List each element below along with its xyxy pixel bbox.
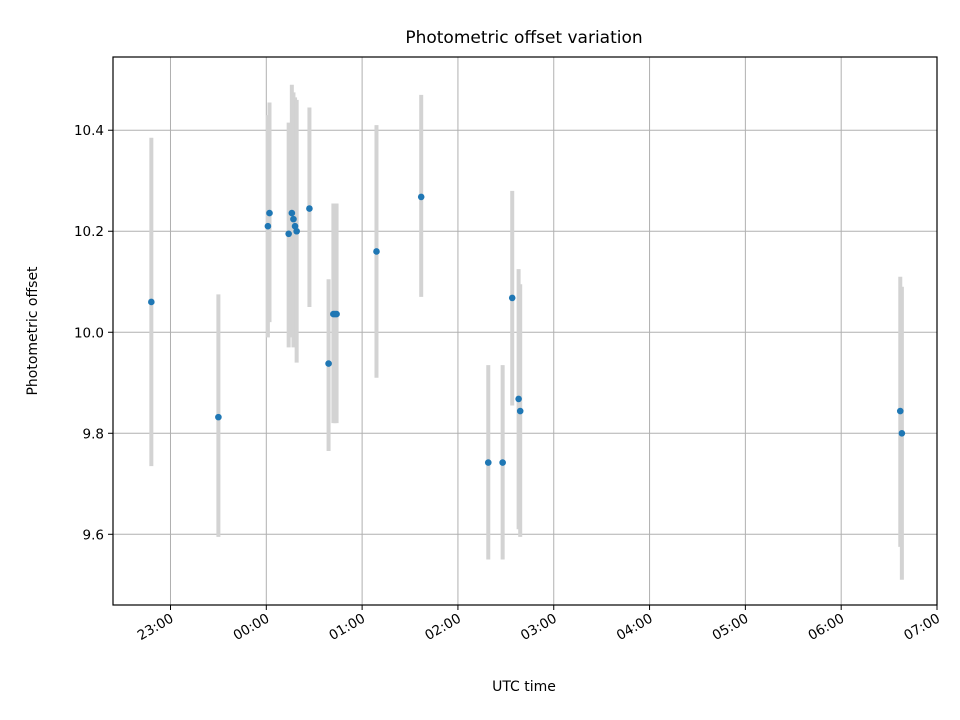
data-point: [417, 193, 425, 201]
y-tick-label: 10.0: [74, 325, 104, 341]
y-axis-label: Photometric offset: [25, 266, 41, 396]
data-point: [325, 360, 332, 367]
chart-title: Photometric offset variation: [405, 28, 642, 48]
data-point: [306, 205, 313, 212]
data-point: [266, 209, 273, 217]
data-point: [215, 413, 222, 421]
data-point: [333, 310, 340, 318]
data-point: [516, 407, 524, 415]
data-point: [515, 395, 522, 403]
data-point: [373, 248, 380, 255]
data-point: [499, 459, 506, 466]
x-axis-label: UTC time: [492, 679, 556, 695]
y-tick-label: 10.2: [74, 224, 104, 240]
data-point: [288, 209, 296, 217]
y-tick-label: 9.6: [83, 527, 104, 543]
data-point: [290, 215, 297, 223]
data-point: [484, 459, 492, 466]
grid-layer: [113, 57, 938, 605]
data-point: [508, 294, 516, 302]
data-point: [285, 230, 292, 238]
y-tick-label: 10.4: [74, 123, 104, 139]
plot-frame: [112, 56, 938, 606]
data-point: [291, 222, 299, 230]
point-layer: [148, 193, 906, 466]
y-tick-label: 9.8: [83, 426, 104, 442]
data-point: [896, 407, 904, 415]
data-point: [148, 298, 155, 306]
data-point: [898, 429, 906, 437]
data-point: [264, 222, 272, 230]
data-point: [293, 227, 300, 235]
